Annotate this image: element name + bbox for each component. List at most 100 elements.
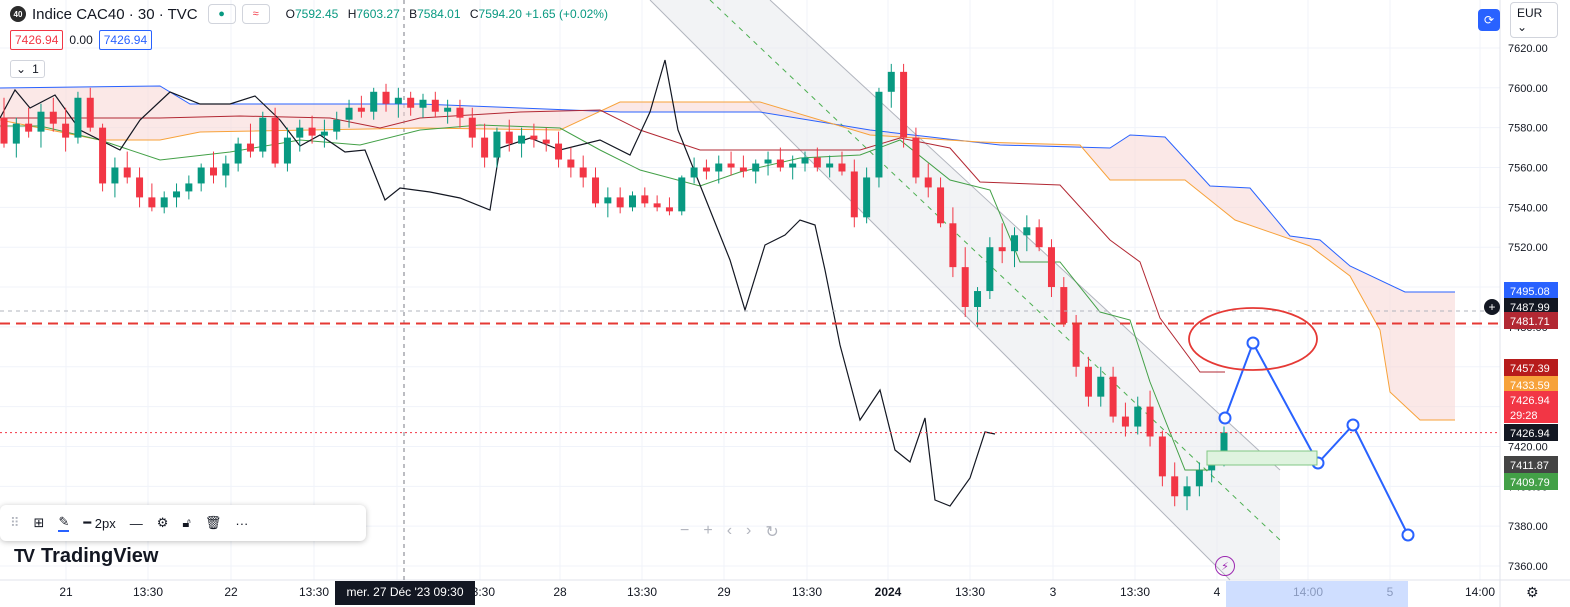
candle-body <box>826 163 834 168</box>
price-label: 7457.39 <box>1504 359 1558 376</box>
ichimoku-cloud <box>0 86 1455 420</box>
chart-settings-gear-icon[interactable]: ⚙ <box>1526 584 1539 600</box>
lightning-icon[interactable]: ⚡︎ <box>1215 556 1235 576</box>
senkou-span-b <box>0 85 1455 293</box>
crosshair-time-box <box>335 581 475 605</box>
y-tick-label: 7540.00 <box>1508 202 1548 214</box>
candle-body <box>592 177 600 204</box>
candle-body <box>789 163 797 168</box>
y-tick-label: 7380.00 <box>1508 521 1548 533</box>
trash-icon[interactable]: 🗑︎ <box>204 515 222 530</box>
tradingview-logo[interactable]: TV TradingView <box>14 545 158 568</box>
price-label-text: 7457.39 <box>1510 363 1550 375</box>
candle-body <box>271 117 279 164</box>
candle-body <box>1072 322 1080 367</box>
price-label-bg <box>1504 424 1558 441</box>
candle-body <box>863 177 871 218</box>
settings-gear-icon[interactable]: ⚙ <box>156 515 169 530</box>
price-label-bg <box>1504 312 1558 329</box>
line-width-button[interactable]: ━ 2px <box>83 515 116 531</box>
collapse-indicators-button[interactable]: ⌄ 1 <box>10 60 45 78</box>
candle-body <box>567 159 575 168</box>
candle-body <box>1060 287 1068 323</box>
price-label-bg <box>1504 473 1558 490</box>
sell-price-button[interactable]: 7426.94 <box>10 30 64 50</box>
candle-body <box>875 91 883 178</box>
candle-body <box>99 127 107 184</box>
candle-body <box>111 167 119 184</box>
candle-body <box>678 177 686 212</box>
line-style-icon[interactable]: — <box>129 515 143 531</box>
price-label-text: 7409.79 <box>1510 477 1550 489</box>
candle-body <box>308 127 316 136</box>
scroll-right-icon[interactable]: › <box>746 522 752 539</box>
tradingview-logo-text: TradingView <box>41 545 159 567</box>
tenkan-line <box>0 124 1210 471</box>
candle-body <box>555 143 563 160</box>
price-label: 7409.79 <box>1504 473 1558 490</box>
price-label-text: 7481.71 <box>1510 316 1550 328</box>
unlock-icon[interactable]: 🔓︎ <box>182 515 191 530</box>
add-alert-plus: + <box>1488 300 1495 314</box>
more-icon[interactable]: ··· <box>235 515 249 531</box>
price-label: 7433.59 <box>1504 376 1558 393</box>
price-label-text: 7411.87 <box>1510 460 1549 472</box>
candle-body <box>246 143 254 152</box>
spread-value: 0.00 <box>69 33 93 47</box>
candle-body <box>407 97 415 108</box>
zoom-out-icon[interactable]: − <box>680 522 690 539</box>
y-tick-label: 7560.00 <box>1508 163 1548 175</box>
ohlc-high-key: H <box>347 7 357 21</box>
zoom-in-icon[interactable]: + <box>703 522 713 539</box>
buy-price-button[interactable]: 7426.94 <box>98 30 153 50</box>
price-label: 29:28 <box>1504 406 1558 423</box>
candle-body <box>949 223 957 268</box>
candle-body <box>345 107 353 120</box>
candle-body <box>493 131 501 158</box>
candle-body <box>185 183 193 192</box>
candle-body <box>1183 486 1191 497</box>
price-label-bg <box>1504 359 1558 376</box>
target-ellipse <box>1188 307 1318 371</box>
template-icon[interactable]: ⊞ <box>33 515 45 530</box>
x-tick-label: 2024 <box>875 585 902 599</box>
ohlc-close-key: C <box>469 7 479 21</box>
y-tick-label: 7600.00 <box>1508 83 1548 95</box>
candle-body <box>25 123 33 132</box>
price-label-bg <box>1504 391 1558 408</box>
symbol-header: 40 Indice CAC40 · 30 · TVC ● ≈ O7592.45 … <box>10 4 614 24</box>
replay-icon[interactable]: ⟳ <box>1478 9 1500 31</box>
x-tick-label: 13:30 <box>1120 585 1150 599</box>
drag-handle-icon[interactable]: ⠿ <box>10 515 20 530</box>
currency-label: EUR <box>1517 6 1543 20</box>
indicator-count: 1 <box>32 62 39 76</box>
candle-body <box>900 71 908 138</box>
candle-body <box>986 247 994 292</box>
pencil-icon[interactable]: ✎ <box>58 514 70 532</box>
price-label: 7426.94 <box>1504 424 1558 441</box>
candle-body <box>715 163 723 172</box>
reset-icon[interactable]: ↻ <box>765 524 779 541</box>
candle-body <box>1146 406 1154 437</box>
candle-body <box>542 139 550 144</box>
line-width-label: 2px <box>94 515 116 531</box>
price-label-bg <box>1504 282 1558 299</box>
candle-body <box>481 137 489 158</box>
currency-select[interactable]: EUR ⌄ <box>1510 2 1558 38</box>
dot-icon[interactable]: ● <box>207 4 236 24</box>
chart-overlays <box>0 0 1455 581</box>
candle-body <box>333 119 341 132</box>
chart-navigation: − + ‹ › ↻ <box>680 522 779 542</box>
ohlc-low-value: 7584.01 <box>417 7 461 21</box>
candle-body <box>776 159 784 168</box>
ohlc-low-key: B <box>409 7 418 21</box>
candle-body <box>1121 416 1129 427</box>
candle-body <box>382 91 390 104</box>
drawing-toolbar: ⠿ ⊞ ✎ ━ 2px — ⚙ 🔓︎ 🗑︎ ··· <box>0 505 366 541</box>
scroll-left-icon[interactable]: ‹ <box>726 522 733 539</box>
symbol-title[interactable]: Indice CAC40 · 30 · TVC <box>32 5 198 23</box>
candle-body <box>1208 462 1216 471</box>
compare-mode-icon[interactable]: ≈ <box>241 4 270 24</box>
candle-body <box>296 127 304 138</box>
